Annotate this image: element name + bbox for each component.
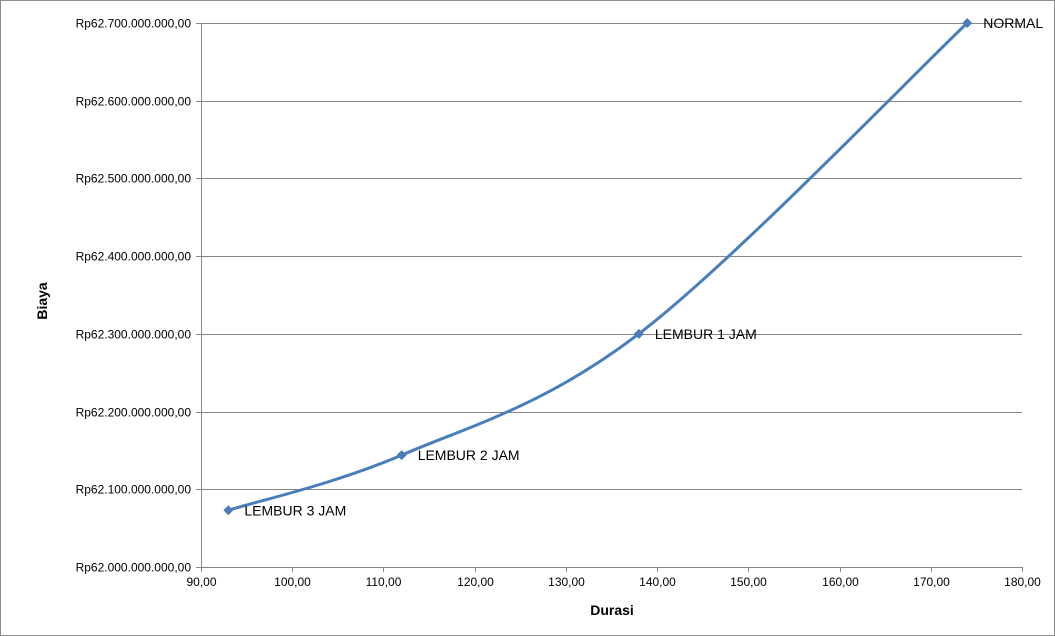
x-tick-label: 90,00 (186, 575, 216, 589)
y-tick-label: Rp62.200.000.000,00 (76, 406, 192, 420)
y-tick-label: Rp62.400.000.000,00 (76, 250, 192, 264)
x-tick-label: 150,00 (730, 575, 767, 589)
data-point-label: NORMAL (983, 15, 1043, 31)
axes (196, 23, 1023, 572)
data-point-marker (223, 505, 234, 516)
data-point-label: LEMBUR 1 JAM (655, 326, 757, 342)
data-point-marker (396, 450, 407, 461)
x-tick-label: 120,00 (457, 575, 494, 589)
x-tick-label: 140,00 (639, 575, 676, 589)
data-point-label: LEMBUR 2 JAM (418, 447, 520, 463)
x-tick-label: 160,00 (822, 575, 859, 589)
data-point-marker (962, 18, 973, 28)
gridlines (201, 23, 1022, 490)
y-tick-labels: Rp62.000.000.000,00 Rp62.100.000.000,00 Rp… (76, 17, 192, 575)
data-point-label: LEMBUR 3 JAM (244, 502, 346, 518)
series: LEMBUR 3 JAM LEMBUR 2 JAM LEMBUR 1 JAM NORM… (223, 15, 1043, 518)
x-axis-title: Durasi (590, 602, 634, 618)
y-tick-label: Rp62.600.000.000,00 (76, 95, 192, 109)
series-line (227, 21, 969, 512)
x-tick-labels: 90,00 100,00 110,00 120,00 130,00 140,00 150,0… (186, 575, 1041, 589)
y-tick-label: Rp62.000.000.000,00 (76, 561, 192, 575)
x-tick-label: 100,00 (274, 575, 311, 589)
y-tick-label: Rp62.700.000.000,00 (76, 17, 192, 31)
x-tick-label: 130,00 (548, 575, 585, 589)
y-tick-label: Rp62.500.000.000,00 (76, 172, 192, 186)
x-tick-label: 170,00 (913, 575, 950, 589)
x-tick-label: 110,00 (366, 575, 402, 589)
y-axis-title: Biaya (34, 282, 50, 320)
data-point-marker (633, 328, 644, 339)
y-tick-label: Rp62.100.000.000,00 (76, 483, 192, 497)
x-tick-label: 180,00 (1004, 575, 1041, 589)
y-tick-label: Rp62.300.000.000,00 (76, 328, 192, 342)
